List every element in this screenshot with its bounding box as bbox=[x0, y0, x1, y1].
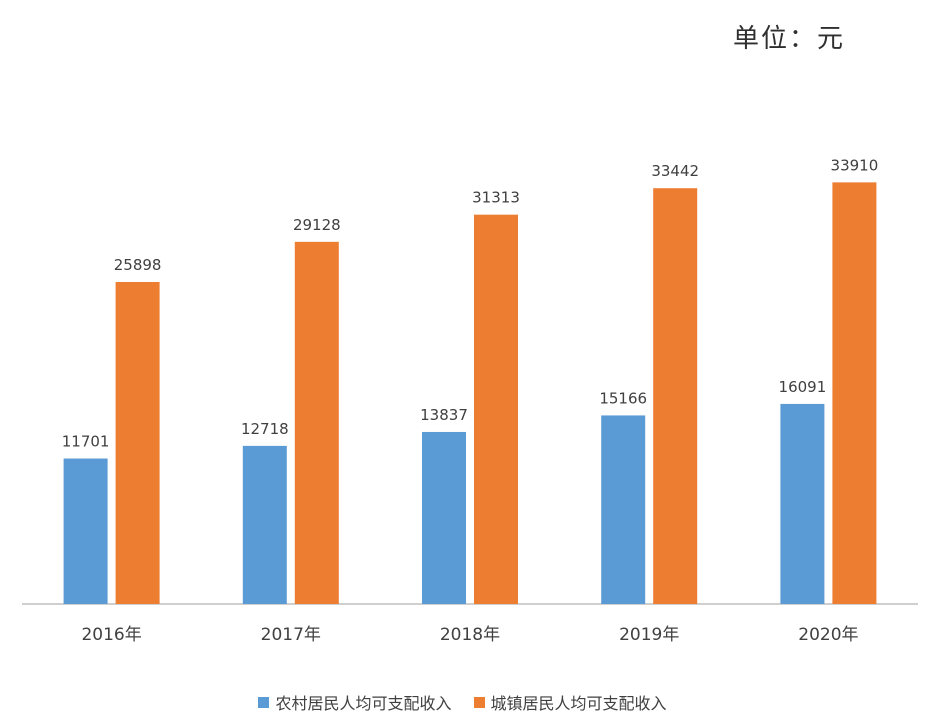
data-label-urban-5: 33910 bbox=[831, 156, 879, 174]
data-label-urban-4: 33442 bbox=[651, 162, 699, 180]
legend-swatch-urban bbox=[473, 696, 485, 708]
bar-rural-4 bbox=[601, 415, 646, 604]
x-tick-label-3: 2018年 bbox=[440, 625, 500, 645]
bar-rural-3 bbox=[422, 431, 466, 604]
bar-urban-2 bbox=[294, 241, 339, 604]
x-tick-label-4: 2019年 bbox=[619, 625, 679, 645]
x-tick-label-1: 2016年 bbox=[81, 625, 141, 645]
data-label-urban-1: 25898 bbox=[114, 256, 162, 274]
bar-rural-2 bbox=[242, 445, 287, 604]
data-label-rural-1: 11701 bbox=[62, 433, 110, 451]
data-label-rural-4: 15166 bbox=[599, 389, 647, 407]
bar-urban-5 bbox=[832, 182, 877, 604]
legend-swatch-rural bbox=[258, 696, 270, 708]
x-tick-label-2: 2017年 bbox=[261, 625, 321, 645]
legend-item-urban: 城镇居民人均可支配收入 bbox=[473, 690, 667, 714]
legend: 农村居民人均可支配收入 城镇居民人均可支配收入 bbox=[0, 690, 925, 714]
data-label-urban-3: 31313 bbox=[472, 189, 520, 207]
legend-item-rural: 农村居民人均可支配收入 bbox=[258, 690, 452, 714]
bar-urban-1 bbox=[115, 282, 160, 604]
bar-urban-3 bbox=[474, 214, 518, 605]
bar-rural-1 bbox=[63, 458, 108, 604]
bar-rural-5 bbox=[780, 403, 825, 604]
legend-label-urban: 城镇居民人均可支配收入 bbox=[490, 694, 667, 713]
unit-label: 单位：元 bbox=[732, 24, 845, 54]
data-label-rural-5: 16091 bbox=[779, 378, 827, 396]
bar-urban-4 bbox=[653, 188, 698, 604]
x-tick-label-5: 2020年 bbox=[798, 625, 858, 645]
legend-label-rural: 农村居民人均可支配收入 bbox=[275, 694, 452, 713]
data-label-rural-2: 12718 bbox=[241, 420, 289, 438]
data-label-rural-3: 13837 bbox=[420, 406, 468, 424]
data-label-urban-2: 29128 bbox=[293, 216, 341, 234]
